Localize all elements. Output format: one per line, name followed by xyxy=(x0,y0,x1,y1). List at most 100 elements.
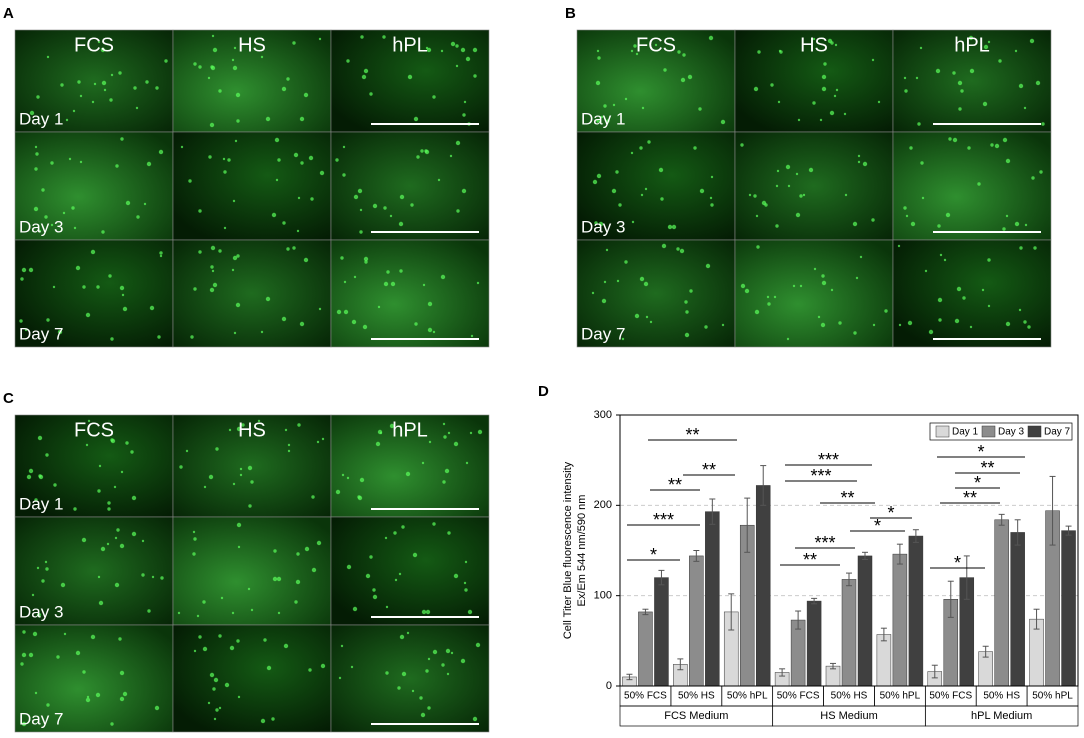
cell xyxy=(29,110,35,116)
cell xyxy=(110,438,116,444)
micrograph xyxy=(576,239,736,348)
cell xyxy=(296,552,300,556)
cell xyxy=(158,149,164,155)
cell xyxy=(455,64,459,68)
cell xyxy=(276,576,282,582)
significance-label: ** xyxy=(980,458,994,478)
cell xyxy=(35,152,39,156)
cell xyxy=(658,167,664,173)
cell xyxy=(286,77,290,81)
cell xyxy=(212,687,216,691)
row-label: Day 3 xyxy=(581,217,625,236)
cell xyxy=(34,498,38,502)
cell xyxy=(360,35,364,39)
cell xyxy=(113,485,117,489)
cell xyxy=(211,34,215,38)
cell xyxy=(209,287,215,293)
cell xyxy=(274,137,280,143)
cell xyxy=(470,334,474,338)
cell xyxy=(756,245,760,249)
significance-label: ** xyxy=(668,475,682,495)
cell xyxy=(34,167,38,171)
cell xyxy=(757,50,761,54)
cell xyxy=(399,269,403,273)
cell xyxy=(755,214,759,218)
cell xyxy=(207,76,211,80)
cell xyxy=(465,56,471,62)
cell xyxy=(720,119,726,125)
cell xyxy=(85,312,91,318)
cell xyxy=(390,281,396,287)
cell xyxy=(60,582,66,588)
cell xyxy=(188,179,192,183)
y-axis-label: Cell Titer Blue fluorescence intensity xyxy=(562,461,574,639)
cell xyxy=(110,722,114,726)
panel-label: C xyxy=(3,390,14,407)
cell xyxy=(684,300,688,304)
cell xyxy=(833,94,837,98)
cell xyxy=(85,443,89,447)
cell xyxy=(131,495,137,501)
cell xyxy=(1041,122,1045,126)
cell xyxy=(192,552,196,556)
cell xyxy=(119,543,125,549)
cell xyxy=(310,197,314,201)
cell xyxy=(853,331,857,335)
y-tick-label: 300 xyxy=(594,409,612,421)
cell xyxy=(405,471,411,477)
cell xyxy=(939,253,943,257)
cell xyxy=(987,304,991,308)
cell xyxy=(359,208,363,212)
cell xyxy=(24,328,28,332)
cell xyxy=(263,638,267,642)
cell xyxy=(235,92,241,98)
cell xyxy=(465,461,469,465)
cell xyxy=(26,474,32,480)
cell xyxy=(103,88,107,92)
cell xyxy=(698,107,702,111)
cell xyxy=(45,567,49,571)
cell xyxy=(630,49,634,53)
panel-label: B xyxy=(565,5,576,22)
micrograph xyxy=(14,624,174,733)
cell xyxy=(821,274,825,278)
cell xyxy=(90,634,96,640)
cell xyxy=(802,193,806,197)
cell xyxy=(427,327,433,333)
cell xyxy=(79,94,83,98)
cell xyxy=(401,525,405,529)
cell xyxy=(1023,320,1027,324)
cell xyxy=(427,301,433,307)
cell xyxy=(982,101,988,107)
cell xyxy=(46,703,50,707)
cell xyxy=(377,429,383,435)
cell xyxy=(237,695,241,699)
cell xyxy=(872,323,876,327)
cell xyxy=(834,43,838,47)
cell xyxy=(90,249,96,255)
cell xyxy=(71,206,75,210)
cell xyxy=(247,465,253,471)
cell xyxy=(425,669,429,673)
cell xyxy=(316,440,320,444)
cell xyxy=(308,668,312,672)
cell xyxy=(98,600,104,606)
cell xyxy=(693,146,697,150)
cell xyxy=(1035,80,1041,86)
group-label: FCS Medium xyxy=(664,710,728,722)
cell xyxy=(421,461,425,465)
cell xyxy=(426,47,432,53)
cell xyxy=(754,309,760,315)
cell xyxy=(106,542,110,546)
cell xyxy=(250,480,254,484)
cell xyxy=(1002,227,1006,231)
cell xyxy=(977,182,981,186)
cell xyxy=(294,600,298,604)
cell xyxy=(962,296,966,300)
cell xyxy=(812,101,816,105)
cell xyxy=(190,335,194,339)
cell xyxy=(109,98,113,102)
cell xyxy=(905,214,909,218)
legend-swatch xyxy=(981,425,996,438)
